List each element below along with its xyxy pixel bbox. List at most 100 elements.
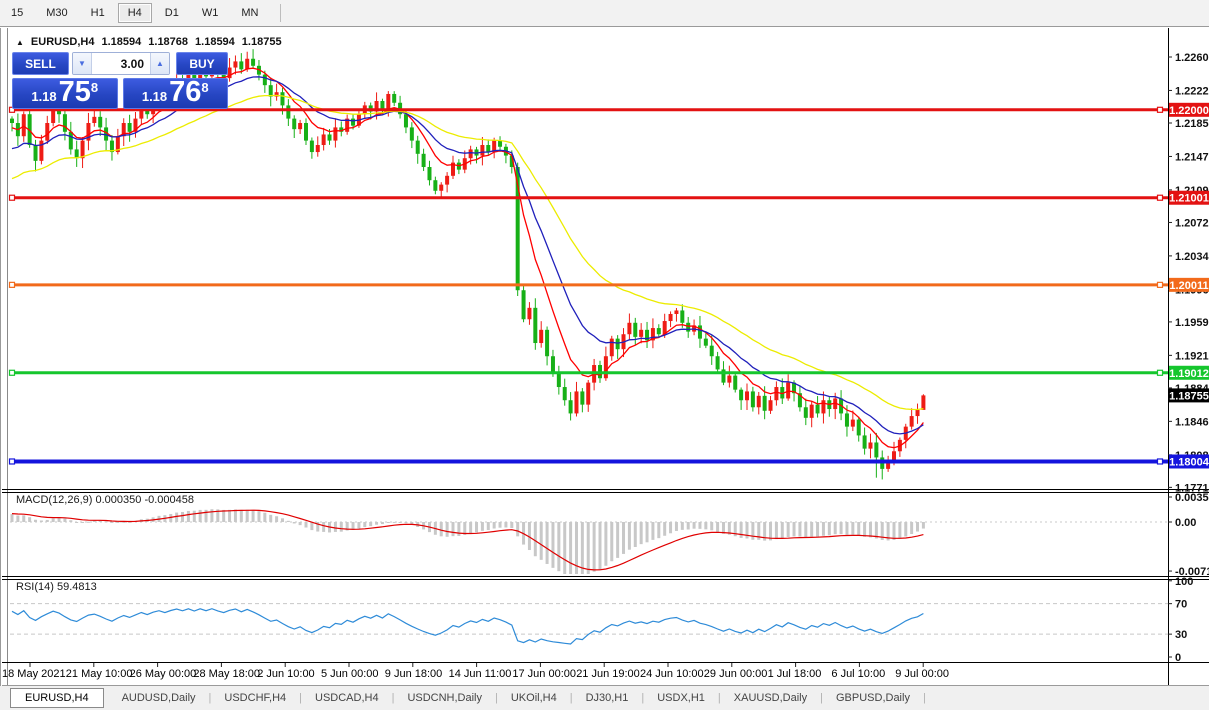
svg-text:1.18755: 1.18755 bbox=[1169, 390, 1209, 402]
chart-tab-bar: EURUSD,H4 AUDUSD,Daily | USDCHF,H4 | USDCAD,H… bbox=[0, 686, 1209, 710]
ohlc-high: 1.18768 bbox=[148, 36, 189, 48]
svg-text:1.21850: 1.21850 bbox=[1175, 118, 1209, 130]
svg-text:1.20720: 1.20720 bbox=[1175, 217, 1209, 229]
svg-text:1.19590: 1.19590 bbox=[1175, 317, 1209, 329]
tab-separator: | bbox=[299, 692, 302, 704]
svg-text:29 Jun 00:00: 29 Jun 00:00 bbox=[704, 668, 768, 680]
svg-text:24 Jun 10:00: 24 Jun 10:00 bbox=[640, 668, 704, 680]
svg-text:18 May 2021: 18 May 2021 bbox=[2, 668, 66, 680]
svg-text:1.18004: 1.18004 bbox=[1169, 456, 1209, 468]
tab-separator: | bbox=[391, 692, 395, 704]
timeframe-button-m30[interactable]: M30 bbox=[36, 3, 77, 23]
chart-tab-xauusd-daily[interactable]: XAUUSD,Daily bbox=[733, 692, 808, 704]
svg-text:28 May 18:00: 28 May 18:00 bbox=[193, 668, 260, 680]
timeframe-button-w1[interactable]: W1 bbox=[192, 3, 229, 23]
svg-text:-0.007178: -0.007178 bbox=[1175, 566, 1209, 578]
timeframe-button-mn[interactable]: MN bbox=[231, 3, 268, 23]
macd-indicator-label: MACD(12,26,9) 0.000350 -0.000458 bbox=[16, 494, 194, 506]
chart-tab-audusd-daily[interactable]: AUDUSD,Daily bbox=[121, 692, 196, 704]
svg-text:6 Jul 10:00: 6 Jul 10:00 bbox=[831, 668, 885, 680]
svg-text:1.20340: 1.20340 bbox=[1175, 251, 1209, 263]
tab-separator: | bbox=[717, 692, 721, 704]
svg-text:26 May 00:00: 26 May 00:00 bbox=[130, 668, 197, 680]
chart-tab-gbpusd-daily[interactable]: GBPUSD,Daily bbox=[835, 692, 910, 704]
chart-tab-usdchf-h4[interactable]: USDCHF,H4 bbox=[224, 692, 287, 704]
window-chrome bbox=[0, 28, 1209, 710]
chevron-up-icon: ▲ bbox=[156, 59, 164, 68]
svg-text:9 Jul 00:00: 9 Jul 00:00 bbox=[895, 668, 949, 680]
svg-text:0.00: 0.00 bbox=[1175, 517, 1196, 529]
sell-price-prefix: 1.18 bbox=[31, 88, 57, 104]
svg-text:1.19210: 1.19210 bbox=[1175, 350, 1209, 362]
timeframe-button-h4[interactable]: H4 bbox=[117, 3, 152, 23]
rsi-name: RSI(14) bbox=[16, 581, 54, 593]
volume-decrease-button[interactable]: ▼ bbox=[73, 53, 92, 74]
chart-tab-eurusd-h4[interactable]: EURUSD,H4 bbox=[10, 688, 104, 708]
volume-input[interactable] bbox=[92, 53, 150, 74]
chart-tab-ukoil-h4[interactable]: UKOil,H4 bbox=[510, 692, 557, 704]
svg-text:0.003515: 0.003515 bbox=[1175, 492, 1209, 504]
symbol-period-label: EURUSD,H4 bbox=[30, 36, 95, 48]
svg-text:1.20011: 1.20011 bbox=[1169, 280, 1208, 292]
tab-separator: | bbox=[569, 692, 573, 704]
svg-text:14 Jun 11:00: 14 Jun 11:00 bbox=[449, 668, 512, 680]
buy-price-sup: 8 bbox=[201, 80, 209, 95]
volume-increase-button[interactable]: ▲ bbox=[150, 53, 169, 74]
buy-price-big: 76 bbox=[169, 76, 202, 109]
toolbar-separator bbox=[280, 4, 282, 22]
buy-button[interactable]: BUY bbox=[176, 52, 228, 75]
timeframe-button-h1[interactable]: H1 bbox=[81, 3, 115, 23]
macd-main-value: 0.000350 bbox=[95, 494, 142, 506]
macd-name: MACD(12,26,9) bbox=[16, 494, 93, 506]
tab-separator: | bbox=[495, 692, 498, 704]
svg-text:70: 70 bbox=[1175, 599, 1187, 611]
rsi-indicator-label: RSI(14) 59.4813 bbox=[16, 581, 97, 593]
tab-separator: | bbox=[208, 692, 212, 704]
svg-text:1.17710: 1.17710 bbox=[1175, 482, 1209, 494]
buy-price-prefix: 1.18 bbox=[141, 88, 168, 104]
sell-price-big: 75 bbox=[58, 76, 91, 109]
chart-tab-usdcnh-daily[interactable]: USDCNH,Daily bbox=[407, 692, 482, 704]
svg-text:100: 100 bbox=[1175, 576, 1193, 588]
svg-text:1.21470: 1.21470 bbox=[1175, 151, 1209, 163]
svg-text:0: 0 bbox=[1175, 652, 1181, 664]
current-price-badge: 1.18755 bbox=[1169, 388, 1209, 403]
timeframe-button-15[interactable]: 15 bbox=[1, 3, 33, 23]
horizontal-lines: 1.22000 1.21001 1.20011 1.19012 1.18004 bbox=[8, 102, 1209, 469]
svg-text:21 May 10:00: 21 May 10:00 bbox=[66, 668, 133, 680]
ohlc-open: 1.18594 bbox=[101, 36, 142, 48]
chevron-down-icon: ▼ bbox=[78, 59, 86, 68]
macd-signal-value: -0.000458 bbox=[144, 494, 194, 506]
rsi-panel: 100 70 30 0 bbox=[10, 576, 1193, 664]
macd-panel: 0.003515 0.00 -0.007178 bbox=[10, 492, 1209, 578]
svg-text:1.19012: 1.19012 bbox=[1169, 368, 1209, 380]
svg-text:1.22600: 1.22600 bbox=[1175, 52, 1209, 64]
ohlc-low: 1.18594 bbox=[195, 36, 235, 48]
svg-text:1.22000: 1.22000 bbox=[1169, 105, 1209, 117]
buy-price-display[interactable]: 1.18 76 8 bbox=[122, 76, 228, 109]
timeframe-toolbar: 15 M30 H1 H4 D1 W1 MN bbox=[0, 0, 1209, 27]
svg-text:30: 30 bbox=[1175, 629, 1187, 641]
one-click-trading-panel: SELL ▼ ▲ BUY 1.18 75 8 1.18 76 8 bbox=[12, 52, 228, 109]
one-click-collapse-icon[interactable]: ▲ bbox=[16, 37, 24, 47]
ohlc-close: 1.18755 bbox=[241, 36, 282, 48]
tab-separator: | bbox=[820, 692, 823, 704]
sell-button[interactable]: SELL bbox=[12, 52, 69, 75]
svg-text:17 Jun 00:00: 17 Jun 00:00 bbox=[512, 668, 576, 680]
timeframe-button-d1[interactable]: D1 bbox=[155, 3, 189, 23]
sell-price-sup: 8 bbox=[90, 80, 99, 95]
rsi-current-value: 59.4813 bbox=[56, 581, 97, 593]
svg-text:1.21001: 1.21001 bbox=[1169, 193, 1209, 205]
tab-separator: | bbox=[641, 692, 645, 704]
chart-tab-usdcad-h4[interactable]: USDCAD,H4 bbox=[315, 692, 379, 704]
svg-text:1.22220: 1.22220 bbox=[1175, 85, 1209, 97]
chart-title: ▲ EURUSD,H4 1.18594 1.18768 1.18594 1.18… bbox=[16, 36, 282, 48]
volume-spinner: ▼ ▲ bbox=[72, 52, 170, 75]
sell-price-display[interactable]: 1.18 75 8 bbox=[12, 78, 118, 109]
chart-tab-dj30-h1[interactable]: DJ30,H1 bbox=[585, 692, 629, 704]
svg-text:2 Jun 10:00: 2 Jun 10:00 bbox=[257, 668, 315, 680]
tab-separator: | bbox=[922, 692, 926, 704]
chart-tab-usdx-h1[interactable]: USDX,H1 bbox=[657, 692, 705, 704]
